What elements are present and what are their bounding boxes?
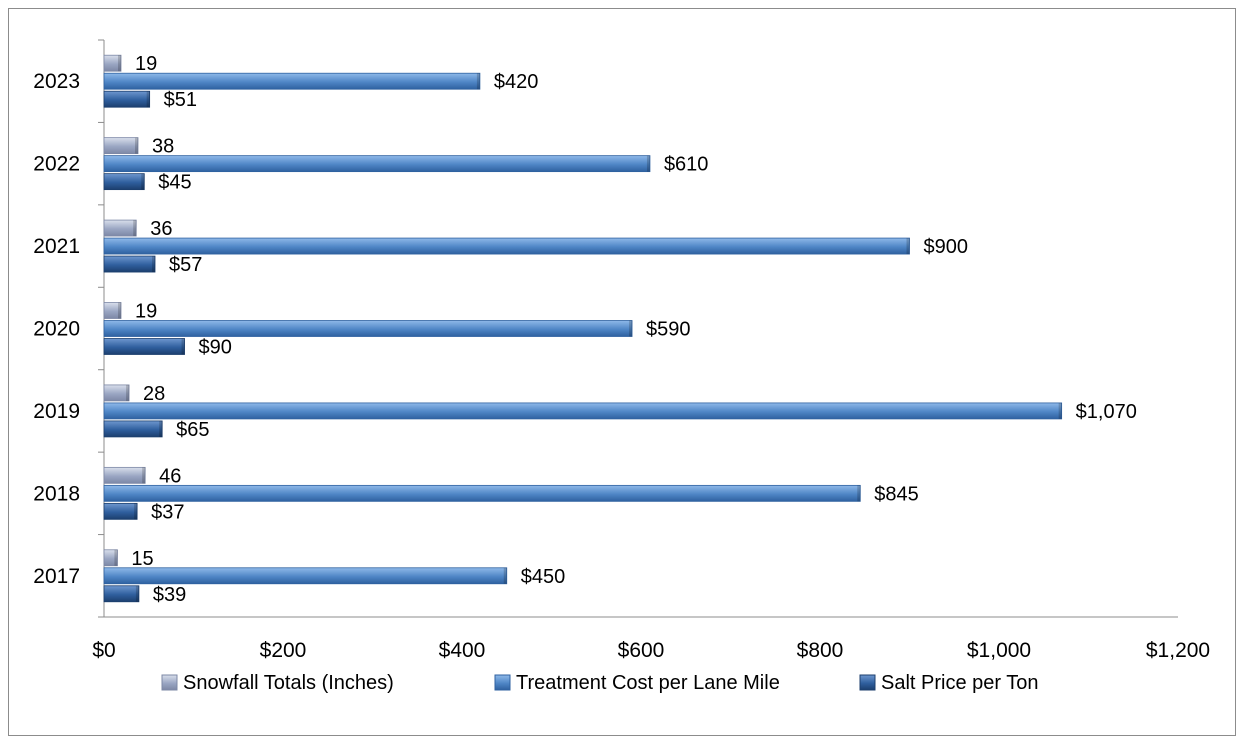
x-tick-label: $400: [439, 639, 486, 662]
bar-end-cap: [152, 256, 156, 273]
data-label: $37: [151, 501, 184, 523]
bar-salt-price: [103, 585, 140, 603]
bar-salt-price: [103, 502, 138, 520]
x-tick-label: $1,000: [967, 639, 1031, 662]
data-label: $39: [153, 584, 186, 606]
bar-snowfall: [103, 384, 130, 402]
data-label: 15: [131, 548, 153, 570]
y-tick-label: 2020: [33, 318, 80, 341]
bar-snowfall: [103, 549, 118, 567]
x-tick-label: $0: [92, 639, 115, 662]
data-label: $90: [199, 337, 232, 359]
bar-salt-price: [103, 173, 145, 191]
data-label: $845: [874, 483, 919, 505]
bar-end-cap: [118, 55, 122, 72]
data-label: $51: [164, 89, 197, 111]
bar-end-cap: [146, 91, 150, 108]
data-label: 38: [152, 136, 174, 158]
y-tick-label: 2023: [33, 70, 80, 93]
data-label: $420: [494, 71, 539, 93]
x-tick-label: $200: [260, 639, 307, 662]
y-tick-label: 2021: [33, 235, 80, 258]
bar-end-cap: [141, 173, 145, 190]
bar-treatment-cost: [103, 320, 633, 337]
y-tick-label: 2018: [33, 482, 80, 505]
data-label: $65: [176, 419, 209, 441]
data-label: 19: [135, 53, 157, 75]
data-label: 19: [135, 301, 157, 323]
x-tick-label: $600: [618, 639, 665, 662]
y-tick-label: 2017: [33, 565, 80, 588]
bar-end-cap: [476, 73, 480, 90]
chart-frame: [8, 8, 1236, 736]
bar-treatment-cost: [103, 484, 861, 502]
bar-end-cap: [134, 503, 138, 520]
bar-end-cap: [646, 155, 650, 172]
bar-snowfall: [103, 137, 139, 155]
bar-salt-price: [103, 420, 163, 438]
data-label: 36: [150, 218, 172, 240]
legend-swatch: [494, 674, 511, 691]
bar-end-cap: [159, 420, 163, 437]
bar-end-cap: [135, 137, 139, 154]
data-label: 28: [143, 383, 165, 405]
bar-end-cap: [114, 549, 118, 566]
x-tick-label: $1,200: [1146, 639, 1210, 662]
bar-end-cap: [503, 567, 507, 584]
data-label: $45: [158, 172, 191, 194]
bar-end-cap: [629, 320, 633, 337]
bar-treatment-cost: [103, 402, 1063, 420]
bar-snowfall: [103, 302, 122, 319]
bar-snowfall: [103, 466, 146, 484]
bar-snowfall: [103, 54, 122, 72]
legend-label: Salt Price per Ton: [881, 672, 1039, 694]
data-label: $57: [169, 254, 202, 276]
x-tick-label: $800: [797, 639, 844, 662]
bar-end-cap: [133, 220, 137, 237]
data-label: 46: [159, 465, 181, 487]
legend-label: Treatment Cost per Lane Mile: [516, 672, 780, 694]
legend-swatch: [859, 674, 876, 691]
bar-salt-price: [103, 90, 151, 108]
bar-treatment-cost: [103, 567, 508, 585]
legend-label: Snowfall Totals (Inches): [183, 672, 394, 694]
bar-end-cap: [857, 485, 861, 502]
bar-treatment-cost: [103, 155, 651, 173]
bar-end-cap: [118, 302, 122, 319]
y-tick-label: 2019: [33, 400, 80, 423]
data-label: $1,070: [1076, 401, 1137, 423]
bar-treatment-cost: [103, 237, 910, 255]
bar-snowfall: [103, 219, 137, 237]
bar-salt-price: [103, 255, 156, 273]
bar-end-cap: [135, 585, 139, 602]
legend-swatch: [161, 674, 178, 691]
bar-end-cap: [126, 384, 130, 401]
y-tick-label: 2022: [33, 153, 80, 176]
bar-end-cap: [1058, 402, 1062, 419]
data-label: $610: [664, 154, 709, 176]
bar-end-cap: [906, 238, 910, 255]
bar-salt-price: [103, 338, 185, 355]
data-label: $590: [646, 319, 691, 341]
bar-end-cap: [142, 467, 146, 484]
bar-treatment-cost: [103, 72, 481, 90]
data-label: $450: [521, 566, 566, 588]
data-label: $900: [924, 236, 969, 258]
bar-end-cap: [181, 338, 185, 355]
